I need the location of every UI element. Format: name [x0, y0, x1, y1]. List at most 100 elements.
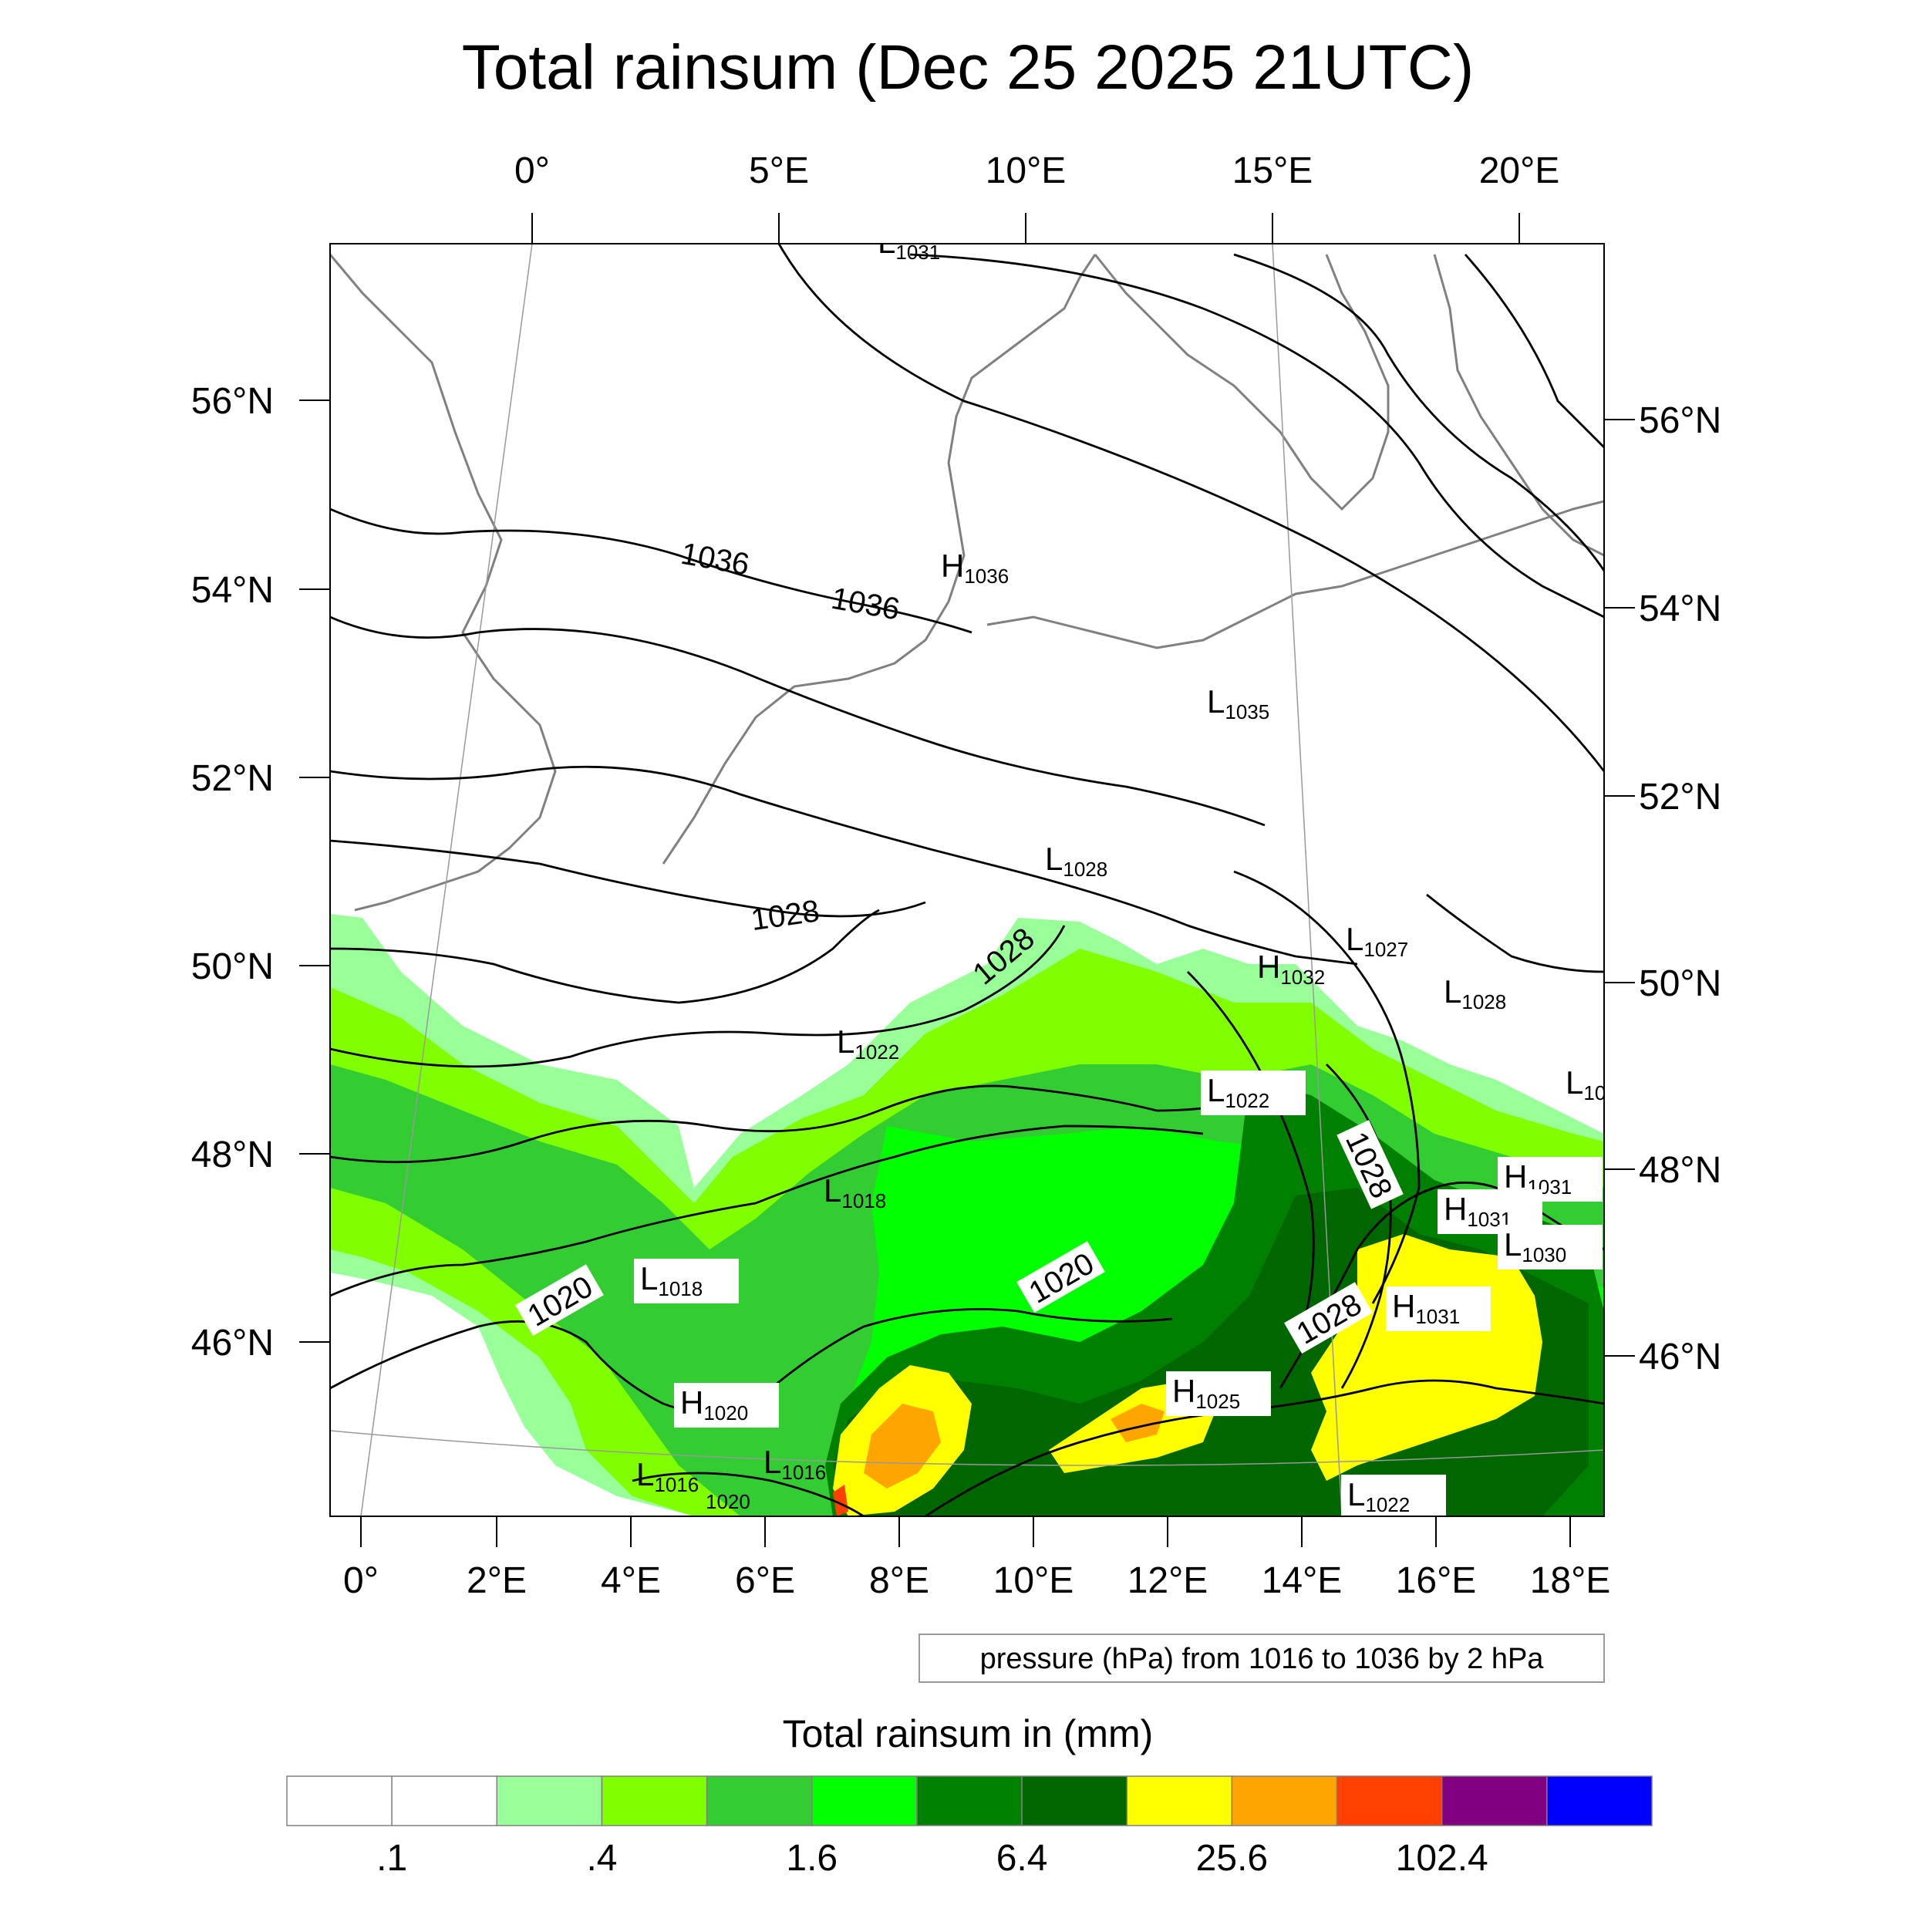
colorbar-swatch	[1336, 1775, 1443, 1826]
center-label: L1035	[1207, 683, 1269, 723]
center-value: 1032	[1280, 966, 1325, 989]
center-value: 1018	[841, 1189, 886, 1212]
left-lat-label: 54°N	[191, 570, 274, 611]
bottom-lon-label: 2°E	[467, 1560, 527, 1601]
isobar-1020	[330, 1124, 1204, 1297]
colorbar-swatch	[391, 1775, 498, 1826]
colorbar-swatch	[496, 1775, 603, 1826]
colorbar-swatch	[286, 1775, 393, 1826]
low-pressure-center: L1022	[1201, 1071, 1306, 1115]
high-pressure-center: H1020	[674, 1383, 779, 1428]
isobar-east-2	[1187, 971, 1315, 1327]
colorbar-label: .4	[586, 1838, 617, 1879]
colorbar-swatch	[1441, 1775, 1548, 1826]
low-pressure-center: L1030	[1498, 1225, 1603, 1269]
center-label-box	[1498, 1225, 1603, 1269]
coastline-britain	[330, 254, 557, 912]
center-value: 1020	[706, 1490, 750, 1513]
isobar-label-box	[515, 1264, 604, 1337]
center-label: L10	[1566, 1064, 1606, 1104]
center-value: 1036	[964, 565, 1009, 588]
high-pressure-center: H1025	[1166, 1371, 1271, 1416]
isobar-label-box	[1336, 1120, 1404, 1209]
rain-area-orange-2	[1111, 1404, 1165, 1442]
map-area: 1036 1036 1028 1028 1020 1020 1028 1028 …	[330, 241, 1606, 1516]
coastline-baltic-east	[1433, 254, 1604, 557]
bottom-lon-label: 12°E	[1127, 1560, 1208, 1601]
center-value: 1025	[1195, 1390, 1240, 1413]
center-value: 1016	[654, 1473, 699, 1496]
coastline-scandinavia	[1094, 254, 1390, 511]
isobar-label-box	[1016, 1241, 1105, 1313]
top-lon-label: 10°E	[986, 150, 1067, 191]
isobar-2	[909, 253, 1604, 619]
bottom-lon-label: 10°E	[993, 1560, 1074, 1601]
isobar-1024	[330, 1084, 1266, 1164]
center-value: 1020	[703, 1401, 748, 1425]
center-label: 1020	[706, 1490, 750, 1513]
colorbar-label: 6.4	[996, 1838, 1048, 1879]
center-label-box	[1201, 1071, 1306, 1115]
isobar-1034	[330, 615, 1266, 827]
center-value: 1022	[1225, 1089, 1269, 1112]
rain-area-red	[833, 1485, 848, 1516]
bottom-lon-label: 4°E	[601, 1560, 661, 1601]
center-label-box	[1341, 1475, 1446, 1516]
isobar-4	[1464, 254, 1604, 448]
isobar-1032	[330, 765, 1358, 966]
figure-title: Total rainsum (Dec 25 2025 21UTC)	[462, 32, 1475, 103]
colorbar-label: 1.6	[786, 1838, 838, 1879]
pressure-info-box: pressure (hPa) from 1016 to 1036 by 2 hP…	[918, 1634, 1605, 1683]
colorbar-label: 25.6	[1196, 1838, 1268, 1879]
high-pressure-center: H1031	[1438, 1189, 1542, 1234]
high-pressure-center: H1031	[1386, 1286, 1491, 1331]
colorbar-swatch	[1021, 1775, 1127, 1826]
legend-title: Total rainsum in (mm)	[783, 1712, 1154, 1755]
bottom-lon-label: 6°E	[735, 1560, 795, 1601]
center-value: 1031	[895, 241, 940, 264]
meridian-0	[360, 244, 533, 1516]
colorbar-swatch	[601, 1775, 708, 1826]
center-label-box	[1386, 1286, 1491, 1331]
colorbar-swatch	[811, 1775, 918, 1826]
left-lat-label: 56°N	[191, 381, 274, 422]
isobar-1028	[330, 909, 880, 1004]
colorbar: .1 .4 1.6 6.4 25.6 102.4	[286, 1775, 1653, 1879]
isobar-east-1	[1326, 1064, 1392, 1389]
coastline-baltic	[986, 500, 1604, 649]
isobar-1026	[330, 925, 1066, 1068]
bottom-lon-label: 16°E	[1396, 1560, 1477, 1601]
colorbar-swatch	[1231, 1775, 1338, 1826]
center-label-box	[674, 1383, 779, 1428]
bottom-lon-label: 0°	[343, 1560, 379, 1601]
low-pressure-center: 1020	[706, 1490, 750, 1513]
colorbar-swatch	[1546, 1775, 1653, 1826]
right-lat-label: 50°N	[1639, 963, 1721, 1004]
top-lon-label: 20°E	[1479, 150, 1560, 191]
center-value: 1022	[1365, 1493, 1410, 1516]
isobar-label-box	[1284, 1282, 1373, 1354]
center-value: 1030	[1522, 1243, 1566, 1266]
top-lon-label: 15°E	[1232, 150, 1313, 191]
right-lat-label: 54°N	[1639, 588, 1721, 629]
center-label-box	[1166, 1371, 1271, 1416]
bottom-lon-label: 18°E	[1530, 1560, 1611, 1601]
colorbar-label: .1	[376, 1838, 407, 1879]
low-pressure-center: L1022	[1341, 1475, 1446, 1516]
low-pressure-center: L1018	[634, 1259, 739, 1303]
center-value: 1022	[854, 1040, 899, 1064]
left-lat-label: 52°N	[191, 758, 274, 799]
isobar-1036	[330, 507, 972, 634]
center-value: 1035	[1225, 700, 1269, 723]
isobar-1	[777, 244, 1604, 772]
coastline-continent	[662, 254, 1097, 865]
isobar-1016	[632, 1472, 865, 1516]
parallel-45n	[330, 1430, 1604, 1466]
center-value: 1018	[658, 1277, 703, 1300]
isobar-3	[1233, 253, 1604, 572]
bottom-lon-label: 8°E	[869, 1560, 929, 1601]
left-lat-label: 46°N	[191, 1323, 274, 1364]
